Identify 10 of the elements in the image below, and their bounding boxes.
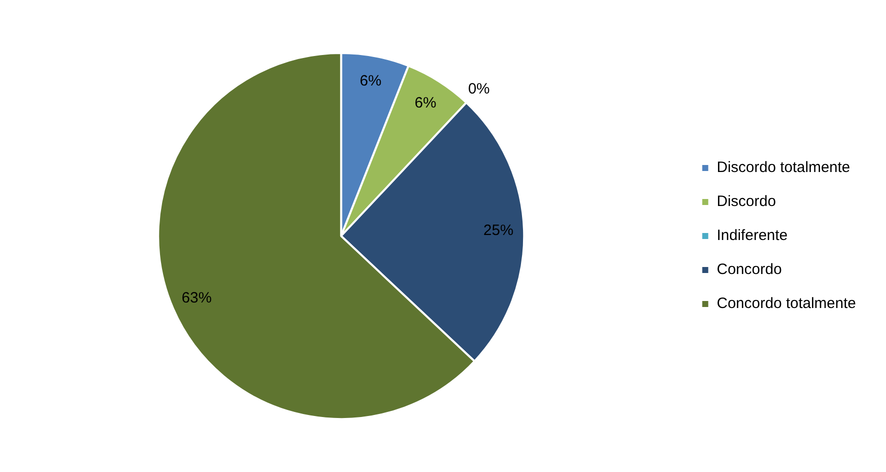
text: 0% [468,80,490,98]
legend-label: Indiferente [716,227,788,244]
data-label: 63% [182,290,212,307]
legend-label: Concordo totalmente [716,295,856,312]
data-label: 6% [360,72,382,90]
legend-label: Discordo [716,193,776,210]
legend-label: Discordo totalmente [716,159,850,176]
legend-label: Concordo [716,261,782,278]
data-label: 6% [414,94,436,112]
data-label: 25% [483,222,514,240]
